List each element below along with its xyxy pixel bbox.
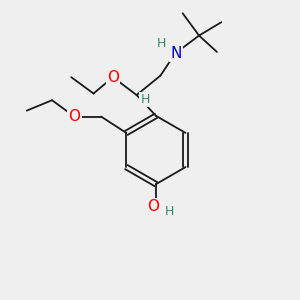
Text: N: N xyxy=(170,46,182,61)
Text: O: O xyxy=(107,70,119,85)
Text: H: H xyxy=(165,205,174,218)
Text: O: O xyxy=(148,199,160,214)
Text: H: H xyxy=(156,38,166,50)
Text: H: H xyxy=(140,93,150,106)
Text: O: O xyxy=(68,109,80,124)
